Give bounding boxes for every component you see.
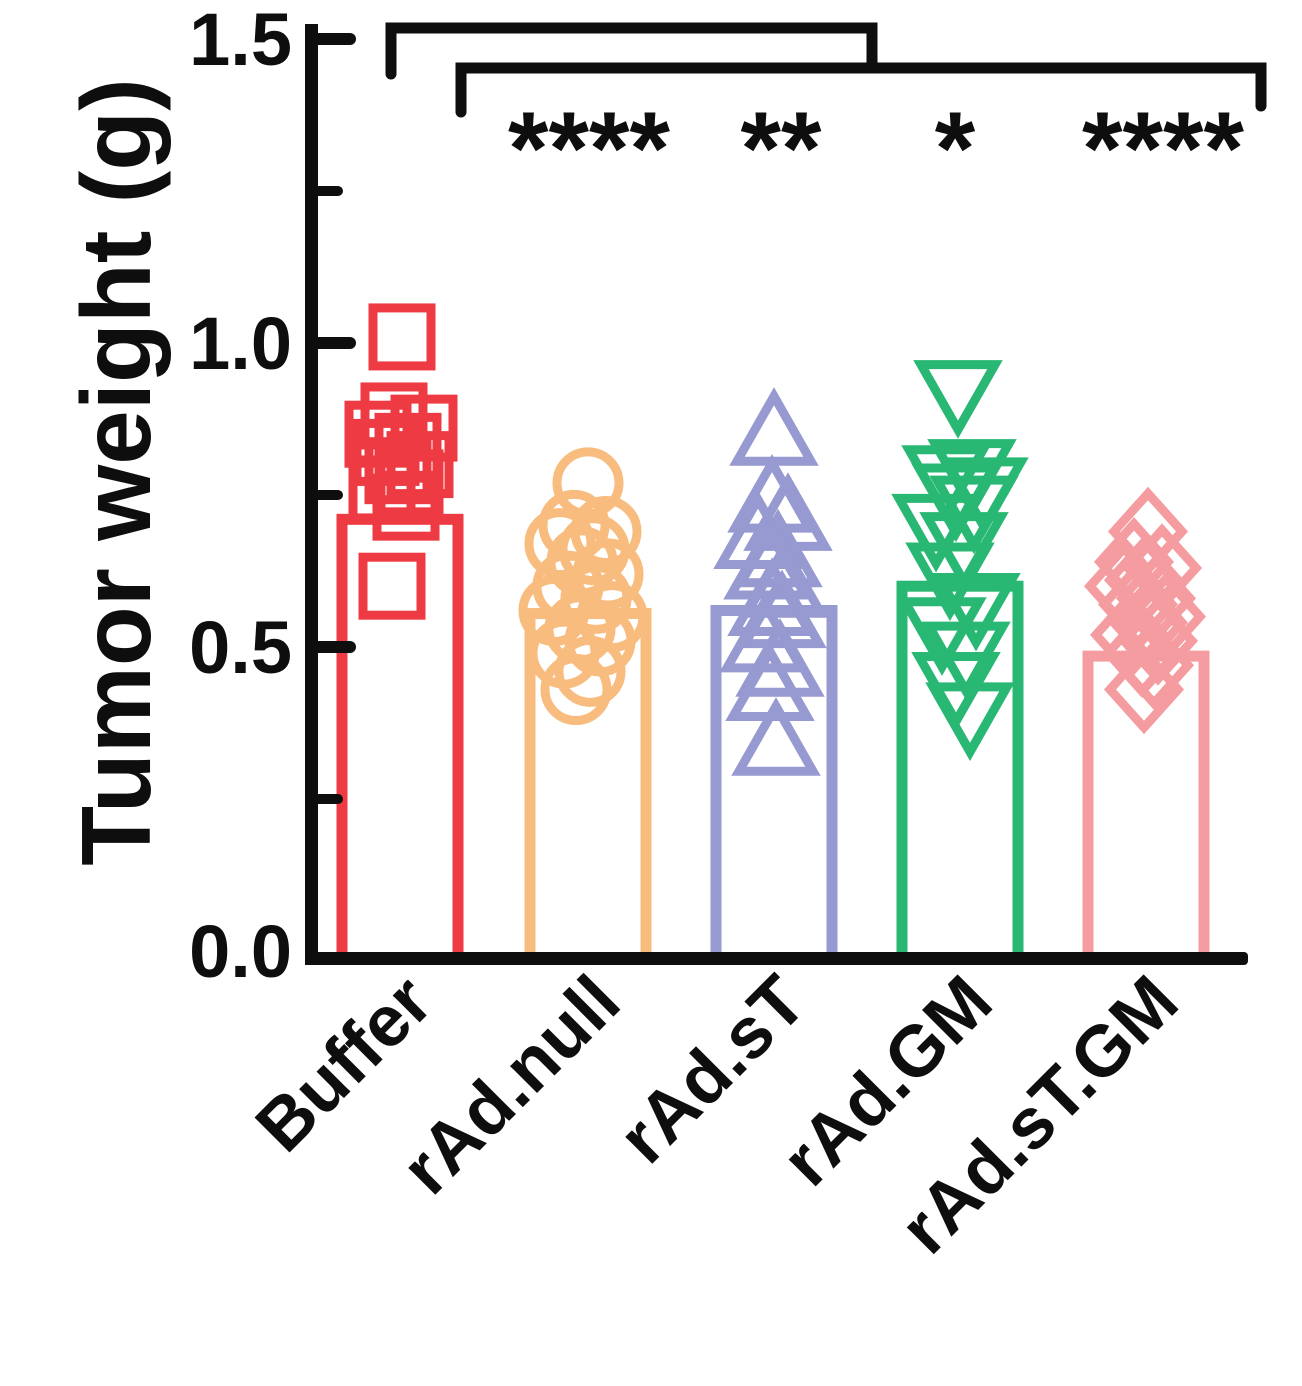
triangle-down-marker: [891, 493, 981, 573]
square-marker: [386, 431, 454, 499]
bar-rad-st-gm: [1082, 650, 1210, 964]
circle-marker: [540, 654, 612, 726]
significance-label-rad-st: **: [741, 91, 822, 207]
significance-bracket-2: [455, 62, 1267, 118]
circle-marker: [554, 635, 626, 707]
triangle-up-marker: [713, 490, 803, 570]
significance-bracket-1: [385, 22, 878, 80]
bar-rad-gm: [896, 580, 1024, 964]
y-tick-label: 1.5: [189, 0, 292, 81]
diamond-marker: [1113, 620, 1195, 710]
triangle-up-marker: [731, 697, 821, 776]
significance-label-rad-gm: *: [935, 91, 976, 207]
diamond-marker: [1103, 644, 1185, 735]
x-axis-line: [305, 952, 1248, 965]
y-tick-label: 1.0: [189, 302, 292, 385]
triangle-up-marker: [729, 387, 819, 466]
square-marker: [348, 455, 416, 523]
square-marker: [368, 303, 436, 371]
triangle-down-marker: [913, 360, 1003, 439]
y-axis-title: Tumor weight (g): [61, 78, 171, 866]
square-marker: [364, 437, 432, 505]
y-tick-label: 0.5: [189, 606, 292, 689]
square-marker: [358, 552, 426, 620]
triangle-down-marker: [925, 682, 1015, 761]
triangle-down-marker: [897, 597, 987, 676]
diamond-marker: [1125, 571, 1207, 662]
triangle-down-marker: [931, 572, 1021, 652]
square-marker: [372, 473, 440, 541]
y-tick-label: 0.0: [189, 910, 292, 993]
significance-label-rad-null: ****: [508, 91, 670, 207]
significance-label-rad-st-gm: ****: [1082, 91, 1244, 207]
circle-marker: [552, 447, 624, 519]
